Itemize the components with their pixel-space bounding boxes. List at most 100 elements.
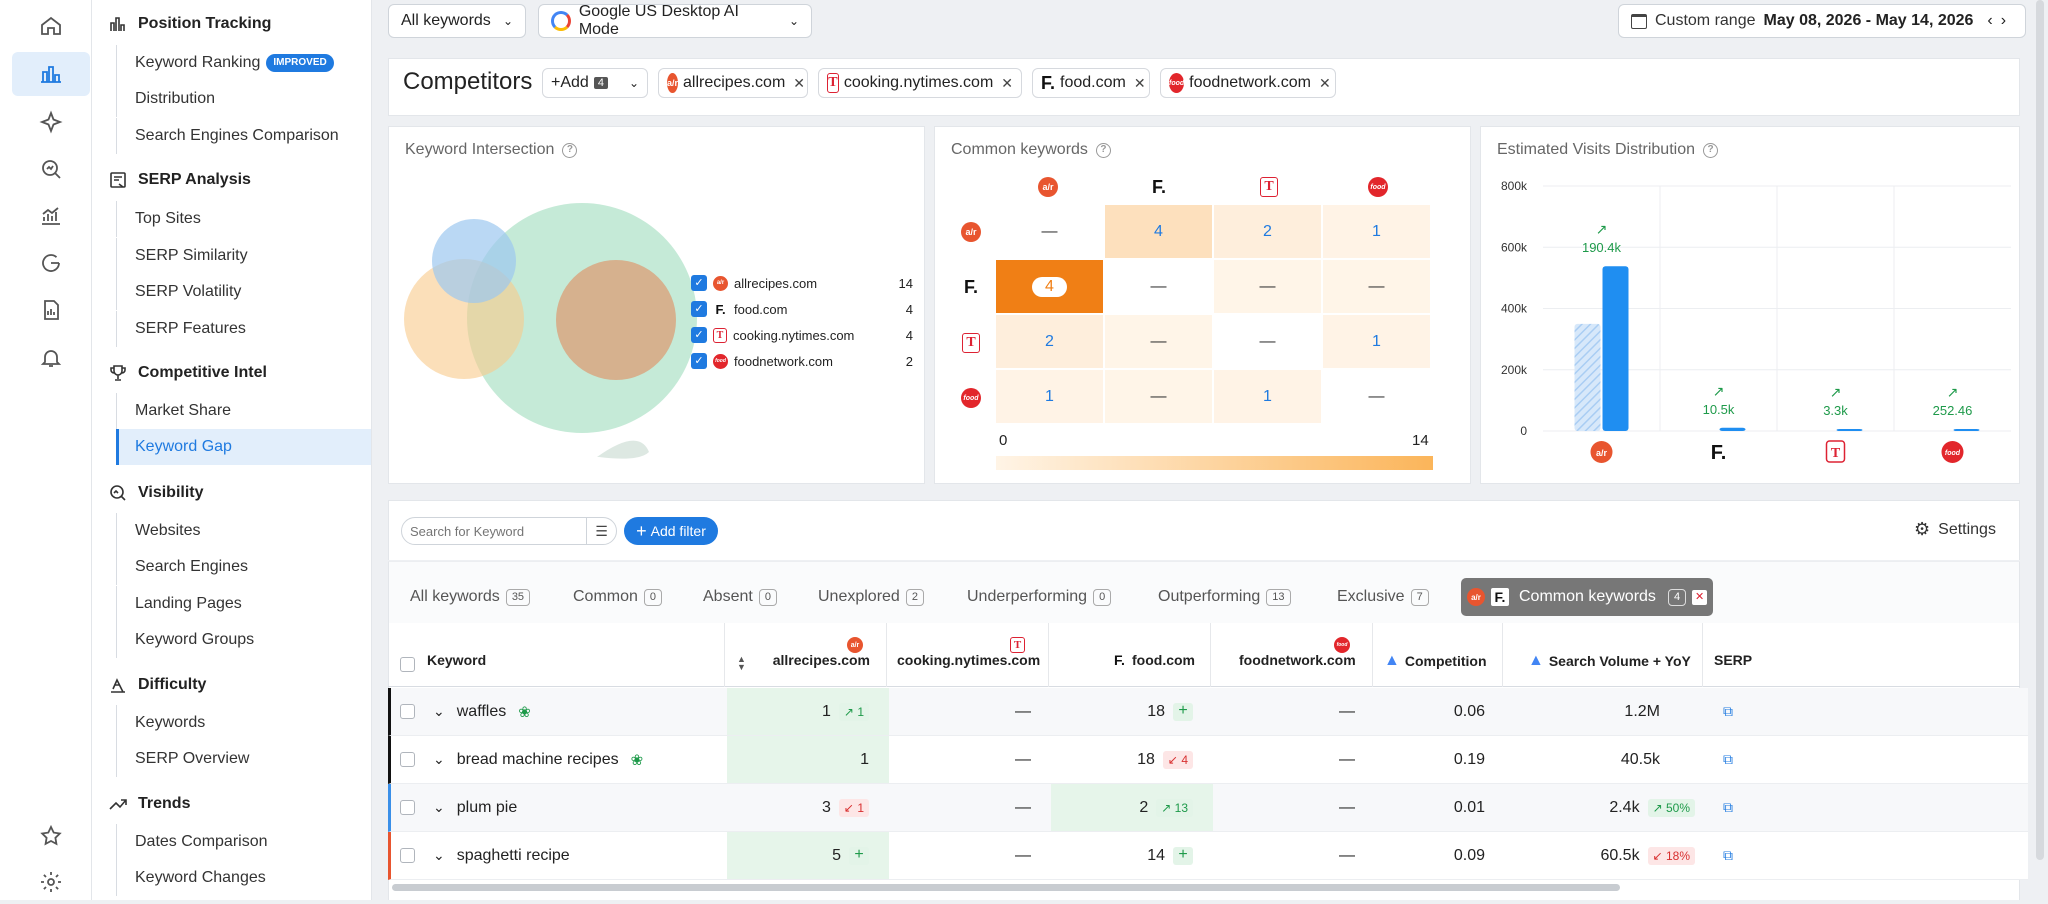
sort-icon[interactable]: ▲ ▼ xyxy=(737,654,746,672)
matrix-cell[interactable]: — xyxy=(1105,370,1212,423)
sidebar-item-search-engines[interactable]: Search Engines xyxy=(116,549,371,585)
tab-exclusive[interactable]: Exclusive 7 xyxy=(1337,578,1429,616)
matrix-cell-highlight[interactable]: 4 xyxy=(996,260,1103,313)
sidebar-item-serp-features[interactable]: SERP Features xyxy=(116,311,371,347)
document-icon[interactable] xyxy=(12,288,90,332)
keywords-select[interactable]: All keywords ⌄ xyxy=(388,4,526,38)
external-link-icon[interactable]: ⧉ xyxy=(1723,799,1733,815)
add-competitor-button[interactable]: +Add 4 ⌄ xyxy=(542,68,648,98)
matrix-cell[interactable]: — xyxy=(1214,315,1321,368)
horizontal-scrollbar[interactable] xyxy=(392,884,1620,891)
sidebar-item-distribution[interactable]: Distribution xyxy=(116,81,371,117)
tab-absent[interactable]: Absent 0 xyxy=(703,578,777,616)
close-icon[interactable]: ✕ xyxy=(1001,74,1013,91)
table-row[interactable]: ⌄ plum pie 3 ↙ 1 — 2 ↗ 13 — 0.01 2.4k ↗ 50% … xyxy=(388,784,2028,832)
sidebar-item-serp-volatility[interactable]: SERP Volatility xyxy=(116,274,371,310)
sidebar-item-keyword-gap[interactable]: Keyword Gap xyxy=(116,429,371,465)
chevron-down-icon[interactable]: ⌄ xyxy=(433,751,445,767)
competitor-chip-nytimes[interactable]: T cooking.nytimes.com ✕ xyxy=(818,68,1022,98)
competitor-chip-allrecipes[interactable]: a/r allrecipes.com ✕ xyxy=(658,68,808,98)
chevron-down-icon[interactable]: ⌄ xyxy=(433,703,445,719)
matrix-cell[interactable]: — xyxy=(1323,370,1430,423)
sidebar-item-landing-pages[interactable]: Landing Pages xyxy=(116,586,371,622)
legend-item[interactable]: ✓ food foodnetwork.com 2 xyxy=(691,348,913,374)
settings-gear-icon[interactable] xyxy=(12,860,90,904)
checkbox-checked-icon[interactable]: ✓ xyxy=(691,275,707,291)
checkbox-checked-icon[interactable]: ✓ xyxy=(691,327,707,343)
competitor-chip-foodnetwork[interactable]: food foodnetwork.com ✕ xyxy=(1160,68,1336,98)
close-icon[interactable]: ✕ xyxy=(1692,589,1708,605)
close-icon[interactable]: ✕ xyxy=(793,74,806,91)
header-nytimes[interactable]: cooking.nytimes.com xyxy=(897,652,1041,668)
sidebar-item-dates-comparison[interactable]: Dates Comparison xyxy=(116,824,371,860)
tab-underperforming[interactable]: Underperforming 0 xyxy=(967,578,1112,616)
sidebar-item-keyword-ranking[interactable]: Keyword Ranking IMPROVED xyxy=(116,45,371,81)
sparkle-icon[interactable] xyxy=(12,100,90,144)
google-icon[interactable] xyxy=(12,241,90,285)
tab-unexplored[interactable]: Unexplored 2 xyxy=(818,578,924,616)
sidebar-item-serp-similarity[interactable]: SERP Similarity xyxy=(116,238,371,274)
matrix-cell[interactable]: 1 xyxy=(996,370,1103,423)
checkbox-checked-icon[interactable]: ✓ xyxy=(691,353,707,369)
external-link-icon[interactable]: ⧉ xyxy=(1723,751,1733,767)
analytics-icon[interactable] xyxy=(12,52,90,96)
table-row[interactable]: ⌄ bread machine recipes ❀ 1 — 18 ↙ 4 — 0.19… xyxy=(388,736,2028,784)
sidebar-item-search-engines-comparison[interactable]: Search Engines Comparison xyxy=(116,118,371,154)
reports-chart-icon[interactable] xyxy=(12,194,90,238)
tab-all-keywords[interactable]: All keywords 35 xyxy=(410,578,531,616)
matrix-cell[interactable]: 2 xyxy=(996,315,1103,368)
settings-button[interactable]: ⚙ Settings xyxy=(1914,519,1996,540)
header-foodnetwork[interactable]: foodnetwork.com xyxy=(1239,652,1356,668)
header-search-volume[interactable]: ▲ Search Volume + YoY xyxy=(1528,652,1691,670)
help-icon[interactable]: ? xyxy=(1095,142,1111,158)
header-food[interactable]: F. food.com xyxy=(1112,652,1195,668)
tab-common-keywords-selected[interactable]: a/r F. Common keywords 4 ✕ xyxy=(1461,578,1714,616)
search-input[interactable] xyxy=(402,523,582,539)
external-link-icon[interactable]: ⧉ xyxy=(1723,847,1733,863)
matrix-cell[interactable]: 4 xyxy=(1105,205,1212,258)
help-icon[interactable]: ? xyxy=(1703,142,1718,158)
header-serp[interactable]: SERP xyxy=(1714,652,1753,668)
vertical-scrollbar[interactable] xyxy=(2036,0,2044,860)
home-icon[interactable] xyxy=(12,4,90,48)
tab-common[interactable]: Common 0 xyxy=(573,578,663,616)
sidebar-item-top-sites[interactable]: Top Sites xyxy=(116,201,371,237)
chevron-down-icon[interactable]: ⌄ xyxy=(433,799,445,815)
header-allrecipes[interactable]: allrecipes.com xyxy=(772,652,870,668)
help-icon[interactable]: ? xyxy=(562,142,578,158)
keyword-text[interactable]: plum pie xyxy=(456,798,518,816)
matrix-cell[interactable]: 1 xyxy=(1214,370,1321,423)
matrix-cell[interactable]: — xyxy=(1323,260,1430,313)
sidebar-item-keyword-changes[interactable]: Keyword Changes xyxy=(116,860,371,896)
matrix-cell[interactable]: — xyxy=(996,205,1103,258)
header-keyword[interactable]: Keyword xyxy=(427,652,487,668)
header-competition[interactable]: ▲ Competition xyxy=(1384,652,1487,670)
row-checkbox[interactable] xyxy=(400,704,415,719)
sidebar-item-serp-overview[interactable]: SERP Overview xyxy=(116,741,371,777)
row-checkbox[interactable] xyxy=(400,752,415,767)
tab-outperforming[interactable]: Outperforming 13 xyxy=(1158,578,1291,616)
checkbox-checked-icon[interactable]: ✓ xyxy=(691,301,707,317)
date-range-picker[interactable]: Custom range May 08, 2026 - May 14, 2026… xyxy=(1618,4,2026,38)
sidebar-item-keywords[interactable]: Keywords xyxy=(116,705,371,741)
sidebar-item-keyword-groups[interactable]: Keyword Groups xyxy=(116,622,371,658)
add-filter-button[interactable]: + Add filter xyxy=(624,517,718,545)
chevron-down-icon[interactable]: ⌄ xyxy=(433,847,445,863)
matrix-cell[interactable]: 2 xyxy=(1214,205,1321,258)
matrix-cell[interactable]: — xyxy=(1105,260,1212,313)
close-icon[interactable]: ✕ xyxy=(1133,74,1146,91)
legend-item[interactable]: ✓ F. food.com 4 xyxy=(691,296,913,322)
matrix-cell[interactable]: 1 xyxy=(1323,315,1430,368)
prev-range-icon[interactable]: ‹ xyxy=(1987,12,1993,29)
star-icon[interactable] xyxy=(12,814,90,858)
list-icon[interactable]: ☰ xyxy=(586,518,616,544)
search-analytics-icon[interactable] xyxy=(12,147,90,191)
row-checkbox[interactable] xyxy=(400,800,415,815)
row-checkbox[interactable] xyxy=(400,848,415,863)
engine-select[interactable]: Google US Desktop AI Mode ⌄ xyxy=(538,3,812,38)
matrix-cell[interactable]: — xyxy=(1214,260,1321,313)
bell-icon[interactable] xyxy=(12,336,90,380)
close-icon[interactable]: ✕ xyxy=(1319,74,1331,91)
external-link-icon[interactable]: ⧉ xyxy=(1723,703,1733,719)
